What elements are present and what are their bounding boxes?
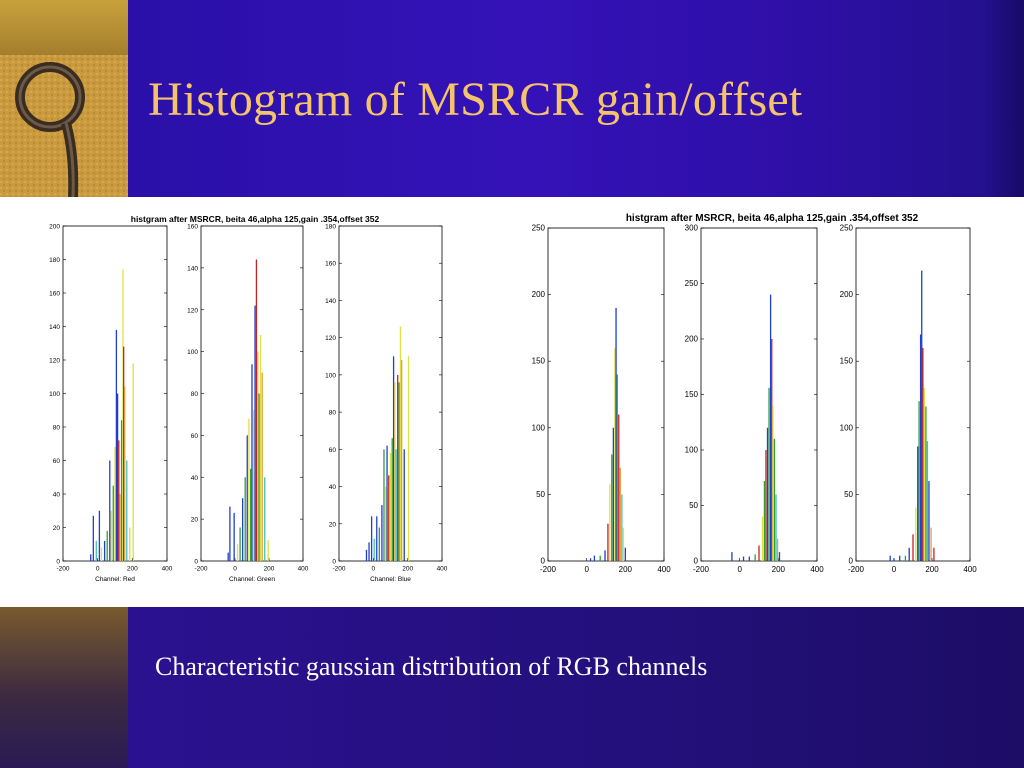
plot-frame [547, 227, 665, 562]
y-tick-label: 80 [329, 410, 337, 417]
y-tick-label: 250 [840, 224, 854, 233]
y-tick-label: 120 [187, 307, 198, 314]
x-tick-label: 0 [96, 566, 100, 573]
y-tick-label: 300 [685, 224, 699, 233]
x-tick-label: 200 [619, 565, 633, 574]
plot-frame [855, 227, 971, 562]
y-tick-label: 0 [694, 557, 699, 566]
y-tick-label: 150 [532, 357, 546, 366]
histogram-charts: histgram after MSRCR, beita 46,alpha 125… [49, 213, 977, 583]
x-tick-label: -200 [194, 566, 207, 573]
y-tick-label: 160 [187, 224, 198, 231]
x-tick-label: -200 [693, 565, 710, 574]
y-tick-label: 50 [689, 501, 698, 510]
y-tick-label: 60 [53, 458, 61, 465]
x-axis-label: Channel: Blue [370, 576, 411, 583]
y-tick-label: 40 [191, 475, 199, 482]
x-tick-label: 0 [233, 566, 237, 573]
y-tick-label: 200 [840, 290, 854, 299]
x-tick-label: 400 [298, 566, 309, 573]
y-tick-label: 140 [325, 298, 336, 305]
x-tick-label: -200 [56, 566, 69, 573]
y-tick-label: 150 [840, 357, 854, 366]
y-tick-label: 40 [53, 492, 61, 499]
slide-title: Histogram of MSRCR gain/offset [148, 73, 803, 126]
y-tick-label: 80 [53, 425, 61, 432]
slide-caption: Characteristic gaussian distribution of … [155, 652, 708, 681]
left-accent-strip [0, 0, 128, 55]
y-tick-label: 60 [329, 447, 337, 454]
x-tick-label: -200 [332, 566, 345, 573]
y-tick-label: 100 [325, 372, 336, 379]
title-band [128, 0, 1024, 197]
y-tick-label: 0 [56, 559, 60, 566]
x-tick-label: 400 [810, 565, 824, 574]
y-tick-label: 20 [329, 521, 337, 528]
y-tick-label: 0 [541, 557, 546, 566]
y-tick-label: 80 [191, 391, 199, 398]
y-tick-label: 200 [685, 335, 699, 344]
chart-area: histgram after MSRCR, beita 46,alpha 125… [0, 197, 1024, 607]
y-tick-label: 50 [536, 490, 545, 499]
y-tick-label: 60 [191, 433, 199, 440]
x-tick-label: 200 [127, 566, 138, 573]
plot-frame [700, 227, 818, 562]
y-tick-label: 0 [332, 559, 336, 566]
y-tick-label: 120 [49, 358, 60, 365]
x-axis-label: Channel: Green [229, 576, 275, 583]
x-tick-label: 400 [963, 565, 977, 574]
y-tick-label: 0 [194, 559, 198, 566]
y-tick-label: 250 [532, 224, 546, 233]
y-tick-label: 100 [187, 349, 198, 356]
y-tick-label: 140 [187, 265, 198, 272]
x-tick-label: 200 [772, 565, 786, 574]
x-tick-label: 0 [737, 565, 742, 574]
y-tick-label: 100 [532, 423, 546, 432]
y-tick-label: 100 [685, 446, 699, 455]
x-tick-label: 200 [925, 565, 939, 574]
x-tick-label: 200 [264, 566, 275, 573]
y-tick-label: 100 [49, 391, 60, 398]
y-tick-label: 180 [325, 224, 336, 231]
y-tick-label: 250 [685, 279, 699, 288]
chart-group-title: histgram after MSRCR, beita 46,alpha 125… [626, 213, 919, 224]
x-tick-label: 400 [437, 566, 448, 573]
x-tick-label: -200 [540, 565, 557, 574]
rope-hook-image [0, 55, 128, 198]
y-tick-label: 140 [49, 324, 60, 331]
x-tick-label: 0 [372, 566, 376, 573]
x-tick-label: 400 [657, 565, 671, 574]
chart-group-title: histgram after MSRCR, beita 46,alpha 125… [131, 214, 380, 224]
y-tick-label: 40 [329, 484, 337, 491]
y-tick-label: 160 [325, 261, 336, 268]
x-tick-label: 200 [402, 566, 413, 573]
y-tick-label: 160 [49, 291, 60, 298]
y-tick-label: 100 [840, 423, 854, 432]
y-tick-label: 20 [191, 517, 199, 524]
y-tick-label: 50 [844, 490, 853, 499]
x-axis-label: Channel: Red [95, 576, 135, 583]
y-tick-label: 180 [49, 257, 60, 264]
caption-band [128, 607, 1024, 768]
y-tick-label: 150 [685, 390, 699, 399]
x-tick-label: 0 [892, 565, 897, 574]
x-tick-label: 400 [162, 566, 173, 573]
y-tick-label: 120 [325, 335, 336, 342]
y-tick-label: 20 [53, 525, 61, 532]
x-tick-label: -200 [848, 565, 865, 574]
y-tick-label: 200 [532, 290, 546, 299]
left-accent-strip-bottom [0, 607, 128, 768]
y-tick-label: 0 [849, 557, 854, 566]
y-tick-label: 200 [49, 224, 60, 231]
x-tick-label: 0 [584, 565, 589, 574]
